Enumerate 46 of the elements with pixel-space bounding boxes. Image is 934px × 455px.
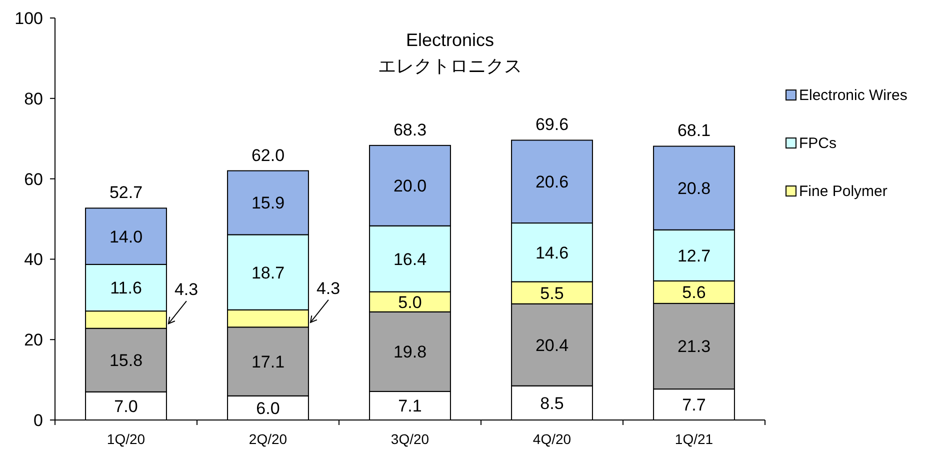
data-label: 16.4 [393,250,427,269]
data-label: 7.1 [398,396,422,416]
data-label: 20.8 [677,179,711,198]
data-label: 18.7 [251,263,285,282]
data-label: 14.6 [535,243,569,262]
text: Electronics [406,30,494,50]
y-tick-label: 20 [24,330,43,350]
x-tick-label: 1Q/20 [106,431,146,447]
data-label: 17.1 [251,352,285,372]
total-label: 52.7 [109,183,143,202]
legend-label: Electronic Wires [799,87,908,104]
text: エレクトロニクス [378,56,522,76]
x-tick-label: 1Q/21 [674,431,714,447]
data-label: 4.3 [316,278,340,298]
data-label: 12.7 [677,246,711,266]
data-label: 6.0 [256,398,280,418]
data-label: 20.6 [535,172,569,192]
data-label: 5.6 [682,283,706,302]
data-label: 5.0 [398,292,422,312]
legend-label: FPCs [799,135,836,152]
y-tick-label: 40 [24,250,43,270]
total-label: 69.6 [535,115,569,134]
x-tick-label: 2Q/20 [248,431,288,447]
y-tick-label: 100 [14,9,43,28]
data-label: 15.8 [109,351,143,370]
x-tick-label: 4Q/20 [532,431,572,447]
data-label: 8.5 [540,394,564,413]
y-tick-label: 0 [34,411,43,430]
data-label: 19.8 [393,342,427,362]
total-label: 68.1 [677,121,711,140]
data-label: 20.4 [535,336,569,355]
data-label: 7.7 [682,396,706,415]
data-label: 11.6 [110,278,142,298]
data-label: 14.0 [109,227,143,246]
x-tick-label: 3Q/20 [390,431,430,447]
data-label: 4.3 [174,280,198,300]
total-label: 68.3 [393,120,427,140]
data-label: 7.0 [114,396,138,416]
legend-label: Fine Polymer [799,183,888,200]
total-label: 62.0 [251,146,285,165]
data-label: 21.3 [677,337,711,356]
data-label: 15.9 [251,194,285,213]
data-label: 20.0 [393,176,427,196]
y-tick-label: 60 [24,170,43,189]
y-tick-label: 80 [24,89,43,108]
data-label: 5.5 [540,284,564,303]
